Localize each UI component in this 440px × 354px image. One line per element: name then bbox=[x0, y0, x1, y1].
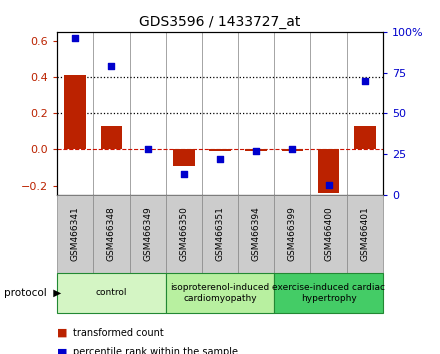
Bar bbox=[282, 149, 303, 151]
Text: percentile rank within the sample: percentile rank within the sample bbox=[73, 347, 238, 354]
Text: ■: ■ bbox=[57, 347, 68, 354]
Text: GSM466351: GSM466351 bbox=[216, 206, 224, 261]
Bar bbox=[209, 149, 231, 151]
Point bbox=[108, 63, 115, 69]
Text: GSM466348: GSM466348 bbox=[107, 206, 116, 261]
Bar bbox=[354, 126, 376, 149]
Text: GSM466349: GSM466349 bbox=[143, 206, 152, 261]
Point bbox=[325, 182, 332, 188]
Text: GSM466341: GSM466341 bbox=[71, 206, 80, 261]
Point bbox=[216, 156, 224, 162]
Bar bbox=[101, 126, 122, 149]
Bar bbox=[246, 149, 267, 151]
Point bbox=[144, 146, 151, 152]
Bar bbox=[64, 75, 86, 149]
Point bbox=[253, 148, 260, 154]
Text: exercise-induced cardiac
hypertrophy: exercise-induced cardiac hypertrophy bbox=[272, 283, 385, 303]
Text: GSM466401: GSM466401 bbox=[360, 206, 369, 261]
Bar bbox=[173, 149, 194, 166]
Point bbox=[361, 78, 368, 84]
Text: GSM466394: GSM466394 bbox=[252, 206, 260, 261]
Bar bbox=[318, 149, 339, 193]
Text: protocol  ▶: protocol ▶ bbox=[4, 288, 62, 298]
Point bbox=[289, 146, 296, 152]
Text: ■: ■ bbox=[57, 328, 68, 338]
Point bbox=[72, 35, 79, 41]
Text: GSM466400: GSM466400 bbox=[324, 206, 333, 261]
Title: GDS3596 / 1433727_at: GDS3596 / 1433727_at bbox=[139, 16, 301, 29]
Point bbox=[180, 171, 187, 176]
Text: GSM466350: GSM466350 bbox=[180, 206, 188, 261]
Text: transformed count: transformed count bbox=[73, 328, 163, 338]
Text: control: control bbox=[96, 289, 127, 297]
Text: GSM466399: GSM466399 bbox=[288, 206, 297, 261]
Text: isoproterenol-induced
cardiomyopathy: isoproterenol-induced cardiomyopathy bbox=[170, 283, 270, 303]
